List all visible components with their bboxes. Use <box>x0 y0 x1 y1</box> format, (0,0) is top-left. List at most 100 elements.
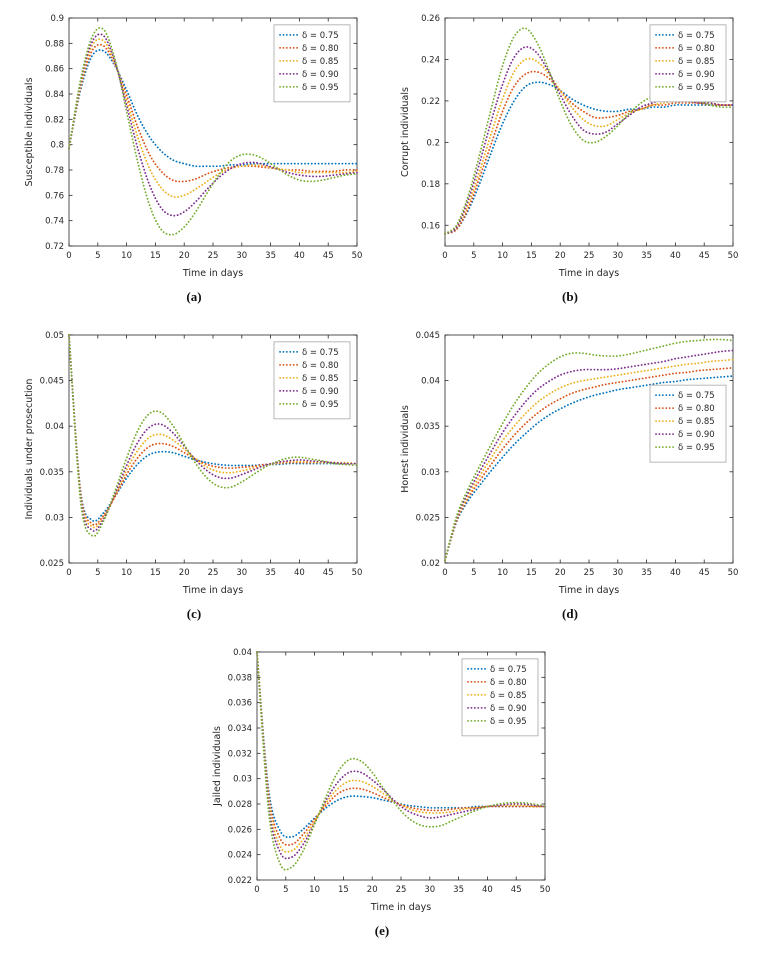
y-tick-label: 0.8 <box>50 141 64 151</box>
caption-c: (c) <box>186 606 202 621</box>
x-tick-label: 15 <box>150 568 161 578</box>
x-tick-label: 45 <box>323 251 334 261</box>
series-curve-4 <box>444 46 734 235</box>
x-tick-label: 40 <box>482 885 493 895</box>
y-tick-label: 0.04 <box>45 422 64 432</box>
y-tick-label: 0.18 <box>421 180 440 190</box>
legend-entry-label: δ = 0.85 <box>302 57 339 67</box>
y-tick-label: 0.03 <box>421 468 440 478</box>
series-curve-3 <box>444 358 734 562</box>
caption-e: (e) <box>374 923 390 938</box>
legend-entry-label: δ = 0.90 <box>678 430 715 440</box>
legend-entry-label: δ = 0.75 <box>490 665 527 675</box>
series-curve-1 <box>444 81 734 235</box>
figure-row-1: 0 5 10 15 20 25 30 35 40 45 50 0.72 0.74 0.76 0.78 0.8 0… <box>0 8 764 305</box>
series-curve-3 <box>68 38 358 199</box>
series-curve-5 <box>68 334 358 538</box>
y-tick-label: 0.035 <box>40 468 64 478</box>
x-tick-label: 50 <box>540 885 551 895</box>
y-tick-label: 0.03 <box>233 775 252 785</box>
y-tick-label: 0.024 <box>228 851 252 861</box>
legend-entry-label: δ = 0.75 <box>678 391 715 401</box>
series-curve-5 <box>256 651 546 871</box>
legend-entry-label: δ = 0.80 <box>678 404 715 414</box>
series-curve-2 <box>68 334 358 526</box>
x-tick-label: 15 <box>526 568 537 578</box>
figure-row-2: 0 5 10 15 20 25 30 35 40 45 50 0.025 0.03 0.035 0.04 0.… <box>0 325 764 622</box>
y-tick-label: 0.026 <box>228 825 252 835</box>
legend-entry-label: δ = 0.80 <box>302 44 339 54</box>
x-tick-label: 25 <box>584 568 595 578</box>
legend-entry-label: δ = 0.85 <box>678 57 715 67</box>
legend-box <box>273 341 351 420</box>
y-tick-label: 0.034 <box>228 724 252 734</box>
y-tick-label: 0.032 <box>228 749 252 759</box>
x-tick-label: 5 <box>471 251 476 261</box>
legend-box <box>649 384 727 463</box>
x-tick-label: 20 <box>179 568 190 578</box>
x-tick-label: 20 <box>367 885 378 895</box>
legend-entry-label: δ = 0.80 <box>678 44 715 54</box>
x-tick-label: 40 <box>294 251 305 261</box>
x-tick-label: 50 <box>728 251 739 261</box>
series-curve-4 <box>444 349 734 562</box>
legend-entry-label: δ = 0.95 <box>490 717 527 727</box>
y-tick-label: 0.9 <box>50 14 64 24</box>
legend-entry-label: δ = 0.90 <box>678 70 715 80</box>
x-tick-label: 10 <box>121 568 132 578</box>
series-curve-5 <box>68 26 358 236</box>
y-tick-label: 0.028 <box>228 800 252 810</box>
y-tick-label: 0.045 <box>40 377 64 387</box>
y-tick-label: 0.22 <box>421 97 440 107</box>
legend-entry-label: δ = 0.95 <box>678 443 715 453</box>
legend-box <box>273 24 351 103</box>
x-tick-label: 25 <box>208 568 219 578</box>
legend-entry-label: δ = 0.90 <box>302 70 339 80</box>
y-tick-label: 0.82 <box>45 115 64 125</box>
x-tick-label: 40 <box>670 568 681 578</box>
x-tick-label: 35 <box>453 885 464 895</box>
x-tick-label: 50 <box>352 251 363 261</box>
y-tick-label: 0.02 <box>421 559 440 569</box>
chart-e: 0 5 10 15 20 25 30 35 40 45 50 0.022 0.024 0.026 0.028… <box>212 648 551 913</box>
x-tick-label: 10 <box>309 885 320 895</box>
series-curve-5 <box>444 27 734 235</box>
legend-entry-label: δ = 0.75 <box>302 31 339 41</box>
x-axis-label: Time in days <box>370 902 431 913</box>
x-tick-label: 15 <box>338 885 349 895</box>
x-tick-label: 50 <box>352 568 363 578</box>
x-tick-label: 0 <box>442 568 447 578</box>
y-tick-label: 0.03 <box>45 513 64 523</box>
x-tick-label: 35 <box>265 568 276 578</box>
legend-entry-label: δ = 0.95 <box>302 400 339 410</box>
x-axis-label: Time in days <box>558 268 619 279</box>
series-curve-1 <box>68 49 358 168</box>
x-tick-label: 30 <box>236 251 247 261</box>
x-tick-label: 40 <box>294 568 305 578</box>
x-tick-label: 35 <box>265 251 276 261</box>
x-tick-label: 40 <box>670 251 681 261</box>
x-tick-label: 10 <box>497 568 508 578</box>
legend-entry-label: δ = 0.80 <box>302 361 339 371</box>
subplot-b: 0 5 10 15 20 25 30 35 40 45 50 0.16 0.18 0.2 0.22 0.24 0… <box>395 8 745 305</box>
y-tick-label: 0.76 <box>45 191 64 201</box>
x-tick-label: 5 <box>95 251 100 261</box>
x-tick-label: 0 <box>254 885 259 895</box>
x-tick-label: 15 <box>526 251 537 261</box>
y-tick-label: 0.04 <box>233 648 252 658</box>
subplot-a: 0 5 10 15 20 25 30 35 40 45 50 0.72 0.74 0.76 0.78 0.8 0… <box>19 8 369 305</box>
series-curve-2 <box>444 70 734 235</box>
x-tick-label: 50 <box>728 568 739 578</box>
chart-a: 0 5 10 15 20 25 30 35 40 45 50 0.72 0.74 0.76 0.78 0.8 0… <box>24 14 363 279</box>
y-tick-label: 0.88 <box>45 39 64 49</box>
y-axis-label: Susceptible individuals <box>24 77 35 186</box>
y-tick-label: 0.86 <box>45 65 64 75</box>
series-curve-4 <box>256 651 546 860</box>
x-tick-label: 0 <box>442 251 447 261</box>
chart-d: 0 5 10 15 20 25 30 35 40 45 50 0.02 0.025 0.03 0.035 0.… <box>400 331 739 596</box>
y-axis-label: Corrupt individuals <box>400 87 411 177</box>
series-curve-2 <box>444 366 734 562</box>
x-tick-label: 25 <box>396 885 407 895</box>
x-tick-label: 20 <box>179 251 190 261</box>
legend-entry-label: δ = 0.75 <box>302 348 339 358</box>
